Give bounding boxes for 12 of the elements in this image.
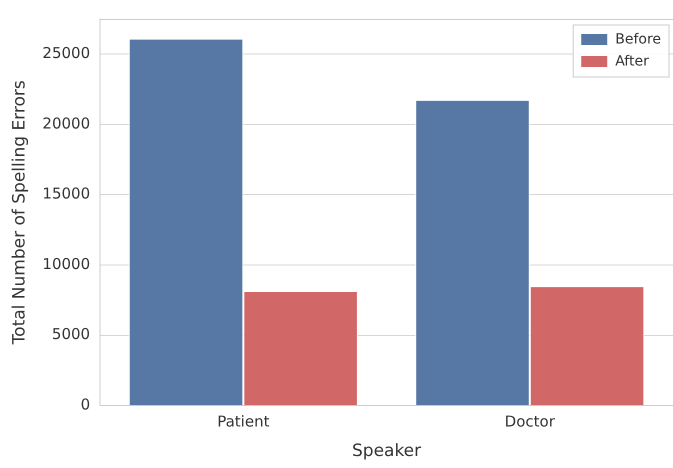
y-tick-label: 0 [80, 395, 90, 414]
x-tick-label: Patient [217, 412, 270, 430]
y-tick-label: 5000 [52, 325, 90, 344]
y-tick-label: 25000 [42, 44, 90, 62]
x-axis-title: Speaker [352, 441, 422, 462]
x-tick-label: Doctor [504, 412, 556, 430]
y-axis-title: Total Number of Spelling Errors [10, 80, 30, 346]
legend-label: After [615, 54, 650, 70]
y-tick-label: 10000 [42, 254, 90, 273]
y-tick-label: 20000 [42, 114, 90, 132]
legend-label: Before [615, 32, 662, 48]
y-tick-label: 15000 [42, 184, 90, 203]
